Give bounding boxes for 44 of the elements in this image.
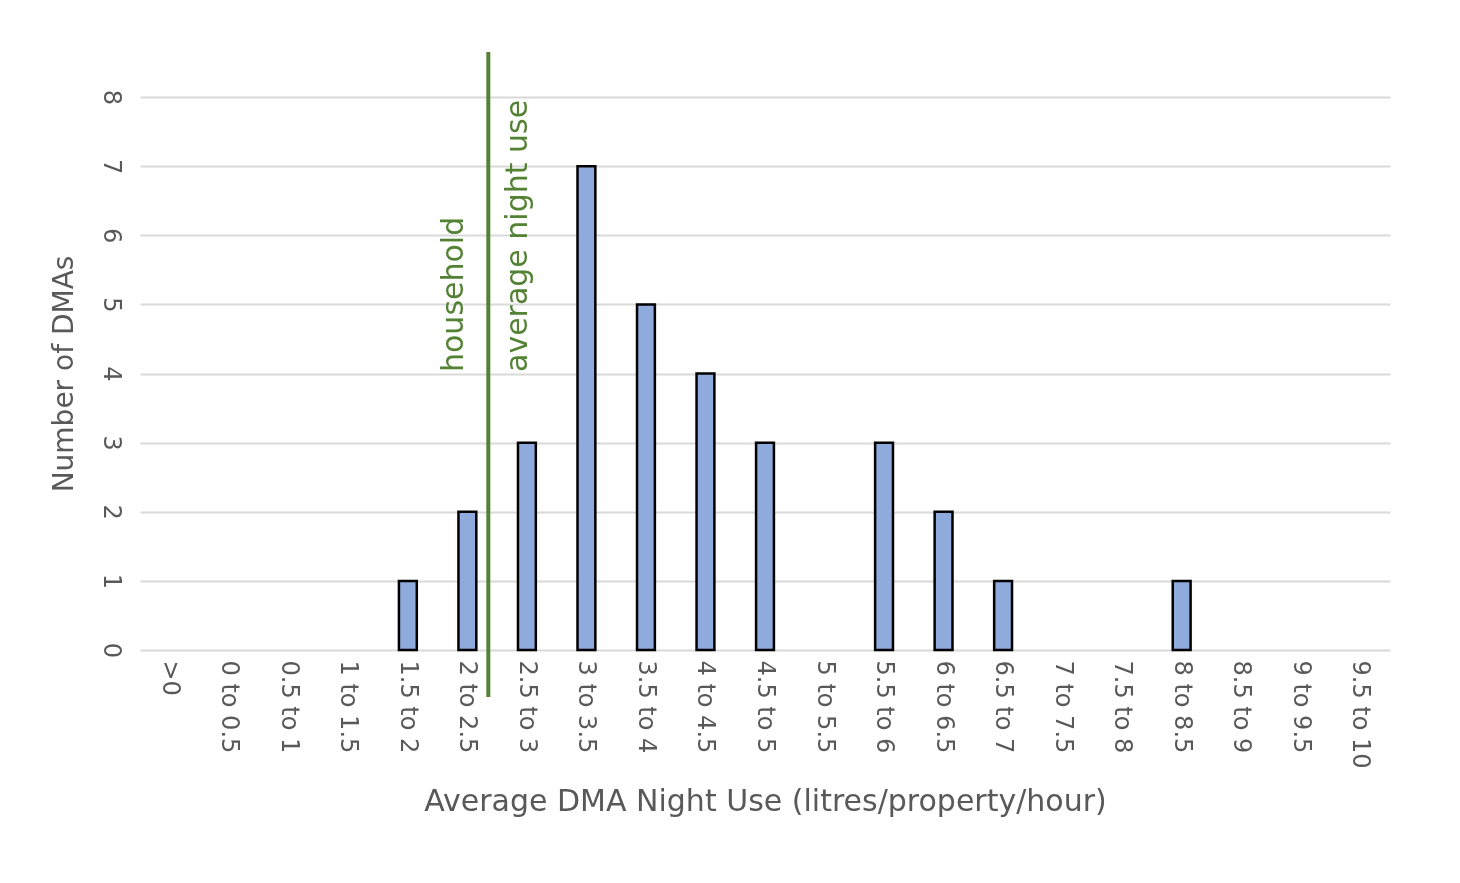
bar — [397, 579, 419, 652]
x-tick-label: 3 to 3.5 — [573, 660, 602, 754]
x-tick-label: 8.5 to 9 — [1228, 660, 1257, 754]
y-tick-label: 6 — [97, 228, 126, 244]
x-tick-label: 5 to 5.5 — [811, 660, 840, 754]
bar — [992, 579, 1014, 652]
x-tick-label: 0.5 to 1 — [275, 660, 304, 754]
x-tick-label: 2.5 to 3 — [513, 660, 542, 754]
x-tick-label: 3.5 to 4 — [632, 660, 661, 754]
x-tick-label: 9.5 to 10 — [1347, 660, 1376, 769]
x-tick-label: 5.5 to 6 — [871, 660, 900, 754]
x-tick-label: 8 to 8.5 — [1168, 660, 1197, 754]
y-tick-label: 0 — [97, 642, 126, 659]
x-tick-label: 6.5 to 7 — [990, 660, 1019, 754]
bar — [873, 441, 895, 652]
x-tick-label: 4 to 4.5 — [692, 660, 721, 754]
x-tick-label: 1.5 to 2 — [394, 660, 423, 754]
bar — [933, 510, 954, 652]
x-tick-label: 2 to 2.5 — [454, 660, 483, 754]
bar — [635, 303, 657, 652]
bar — [754, 441, 776, 652]
x-tick-label: 7 to 7.5 — [1049, 660, 1078, 754]
x-tick-label: 1 to 1.5 — [335, 660, 364, 754]
x-tick-label: 7.5 to 8 — [1109, 660, 1138, 754]
bar — [576, 164, 597, 652]
x-tick-label: 6 to 6.5 — [930, 660, 959, 754]
x-tick-label: 4.5 to 5 — [752, 660, 780, 754]
y-tick-label: 8 — [97, 89, 126, 106]
bar — [516, 441, 538, 652]
y-tick-label: 7 — [97, 158, 126, 175]
y-tick-label: 2 — [97, 504, 126, 520]
x-tick-label: 9 to 9.5 — [1287, 660, 1316, 754]
x-tick-label: 0 to 0.5 — [216, 660, 245, 754]
bar — [1171, 579, 1192, 652]
x-axis-title: Average DMA Night Use (litres/property/hour) — [424, 782, 1107, 818]
y-tick-label: 4 — [97, 366, 126, 382]
y-tick-label: 5 — [97, 297, 126, 313]
y-tick-label: 3 — [97, 435, 126, 451]
bar — [695, 372, 716, 652]
bar — [457, 510, 478, 652]
x-tick-label: >0 — [156, 660, 185, 696]
y-tick-label: 1 — [97, 573, 126, 590]
ref-line-label: household average night use — [435, 99, 535, 372]
y-axis-title: Number of DMAs — [46, 255, 80, 493]
